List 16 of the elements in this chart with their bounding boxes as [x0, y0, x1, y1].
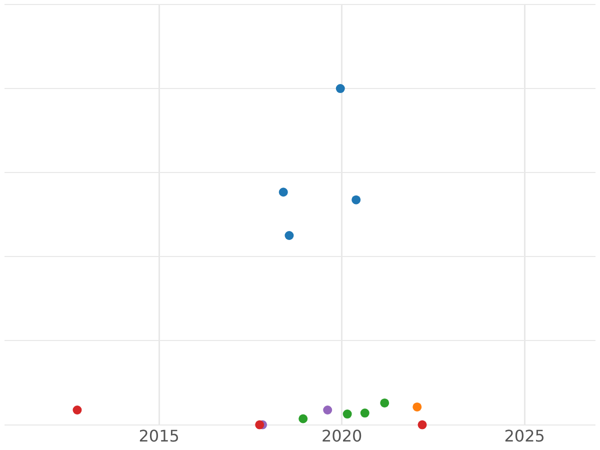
point — [380, 398, 390, 408]
point — [255, 420, 264, 430]
point — [352, 195, 361, 204]
point — [342, 410, 352, 419]
point — [412, 402, 422, 412]
x-tick-label: 2025 — [504, 426, 545, 446]
point — [72, 406, 82, 415]
point — [284, 230, 294, 240]
point — [278, 188, 288, 197]
x-tick-label: 2015 — [138, 426, 180, 446]
x-tick-label: 2020 — [321, 426, 362, 446]
point — [336, 84, 345, 94]
point — [298, 414, 308, 424]
point — [323, 406, 332, 415]
point — [418, 420, 427, 430]
point — [360, 408, 370, 418]
